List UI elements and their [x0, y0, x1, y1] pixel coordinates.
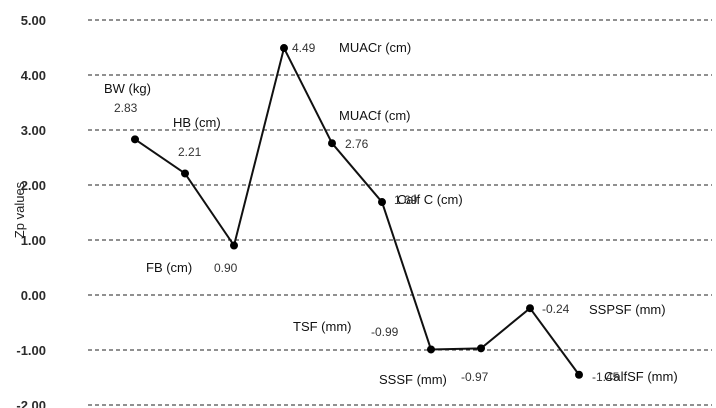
data-point: [427, 345, 435, 354]
data-point: [378, 198, 386, 207]
value-label: 1.69: [394, 193, 418, 207]
category-label: Calf C (cm): [397, 192, 463, 207]
data-point: [328, 139, 336, 148]
category-label: TSF (mm): [293, 319, 351, 334]
value-label: 2.21: [178, 145, 202, 159]
value-label: 2.83: [114, 101, 138, 115]
data-point: [477, 344, 485, 353]
y-tick-label: 2.00: [21, 178, 46, 193]
y-tick-label: 5.00: [21, 13, 46, 28]
value-label: 0.90: [214, 261, 238, 275]
value-label: -0.24: [542, 302, 570, 316]
data-point: [280, 44, 288, 53]
category-label: MUACr (cm): [339, 40, 411, 55]
category-label: FB (cm): [146, 260, 192, 275]
y-tick-label: -1.00: [16, 343, 46, 358]
category-label: SSSF (mm): [379, 372, 447, 387]
data-point: [526, 304, 534, 313]
grid-lines: [88, 19, 712, 406]
category-label: HB (cm): [173, 115, 221, 130]
series-line: [134, 45, 580, 376]
category-label: CalfSF (mm): [604, 369, 678, 384]
value-label: -1.45: [592, 370, 620, 384]
y-tick-labels: 5.00 4.00 3.00 2.00 1.00 0.00 -1.00 -2.00: [16, 13, 46, 408]
y-tick-label: -2.00: [16, 398, 46, 408]
y-axis-label: Zp values: [12, 181, 27, 238]
value-label: -0.97: [461, 370, 489, 384]
category-label: MUACf (cm): [339, 108, 411, 123]
y-tick-label: 1.00: [21, 233, 46, 248]
data-point: [230, 241, 238, 250]
point-labels: BW (kg) 2.83 HB (cm) 2.21 FB (cm) 0.90 MUACr (…: [104, 40, 678, 387]
data-point: [575, 370, 583, 379]
y-tick-label: 0.00: [21, 288, 46, 303]
category-label: SSPSF (mm): [589, 302, 666, 317]
y-tick-label: 3.00: [21, 123, 46, 138]
category-label: BW (kg): [104, 81, 151, 96]
data-point: [181, 169, 189, 178]
y-tick-label: 4.00: [21, 68, 46, 83]
value-label: 4.49: [292, 41, 316, 55]
value-label: -0.99: [371, 325, 399, 339]
value-label: 2.76: [345, 137, 369, 151]
data-points: [131, 44, 583, 379]
data-point: [131, 135, 139, 144]
